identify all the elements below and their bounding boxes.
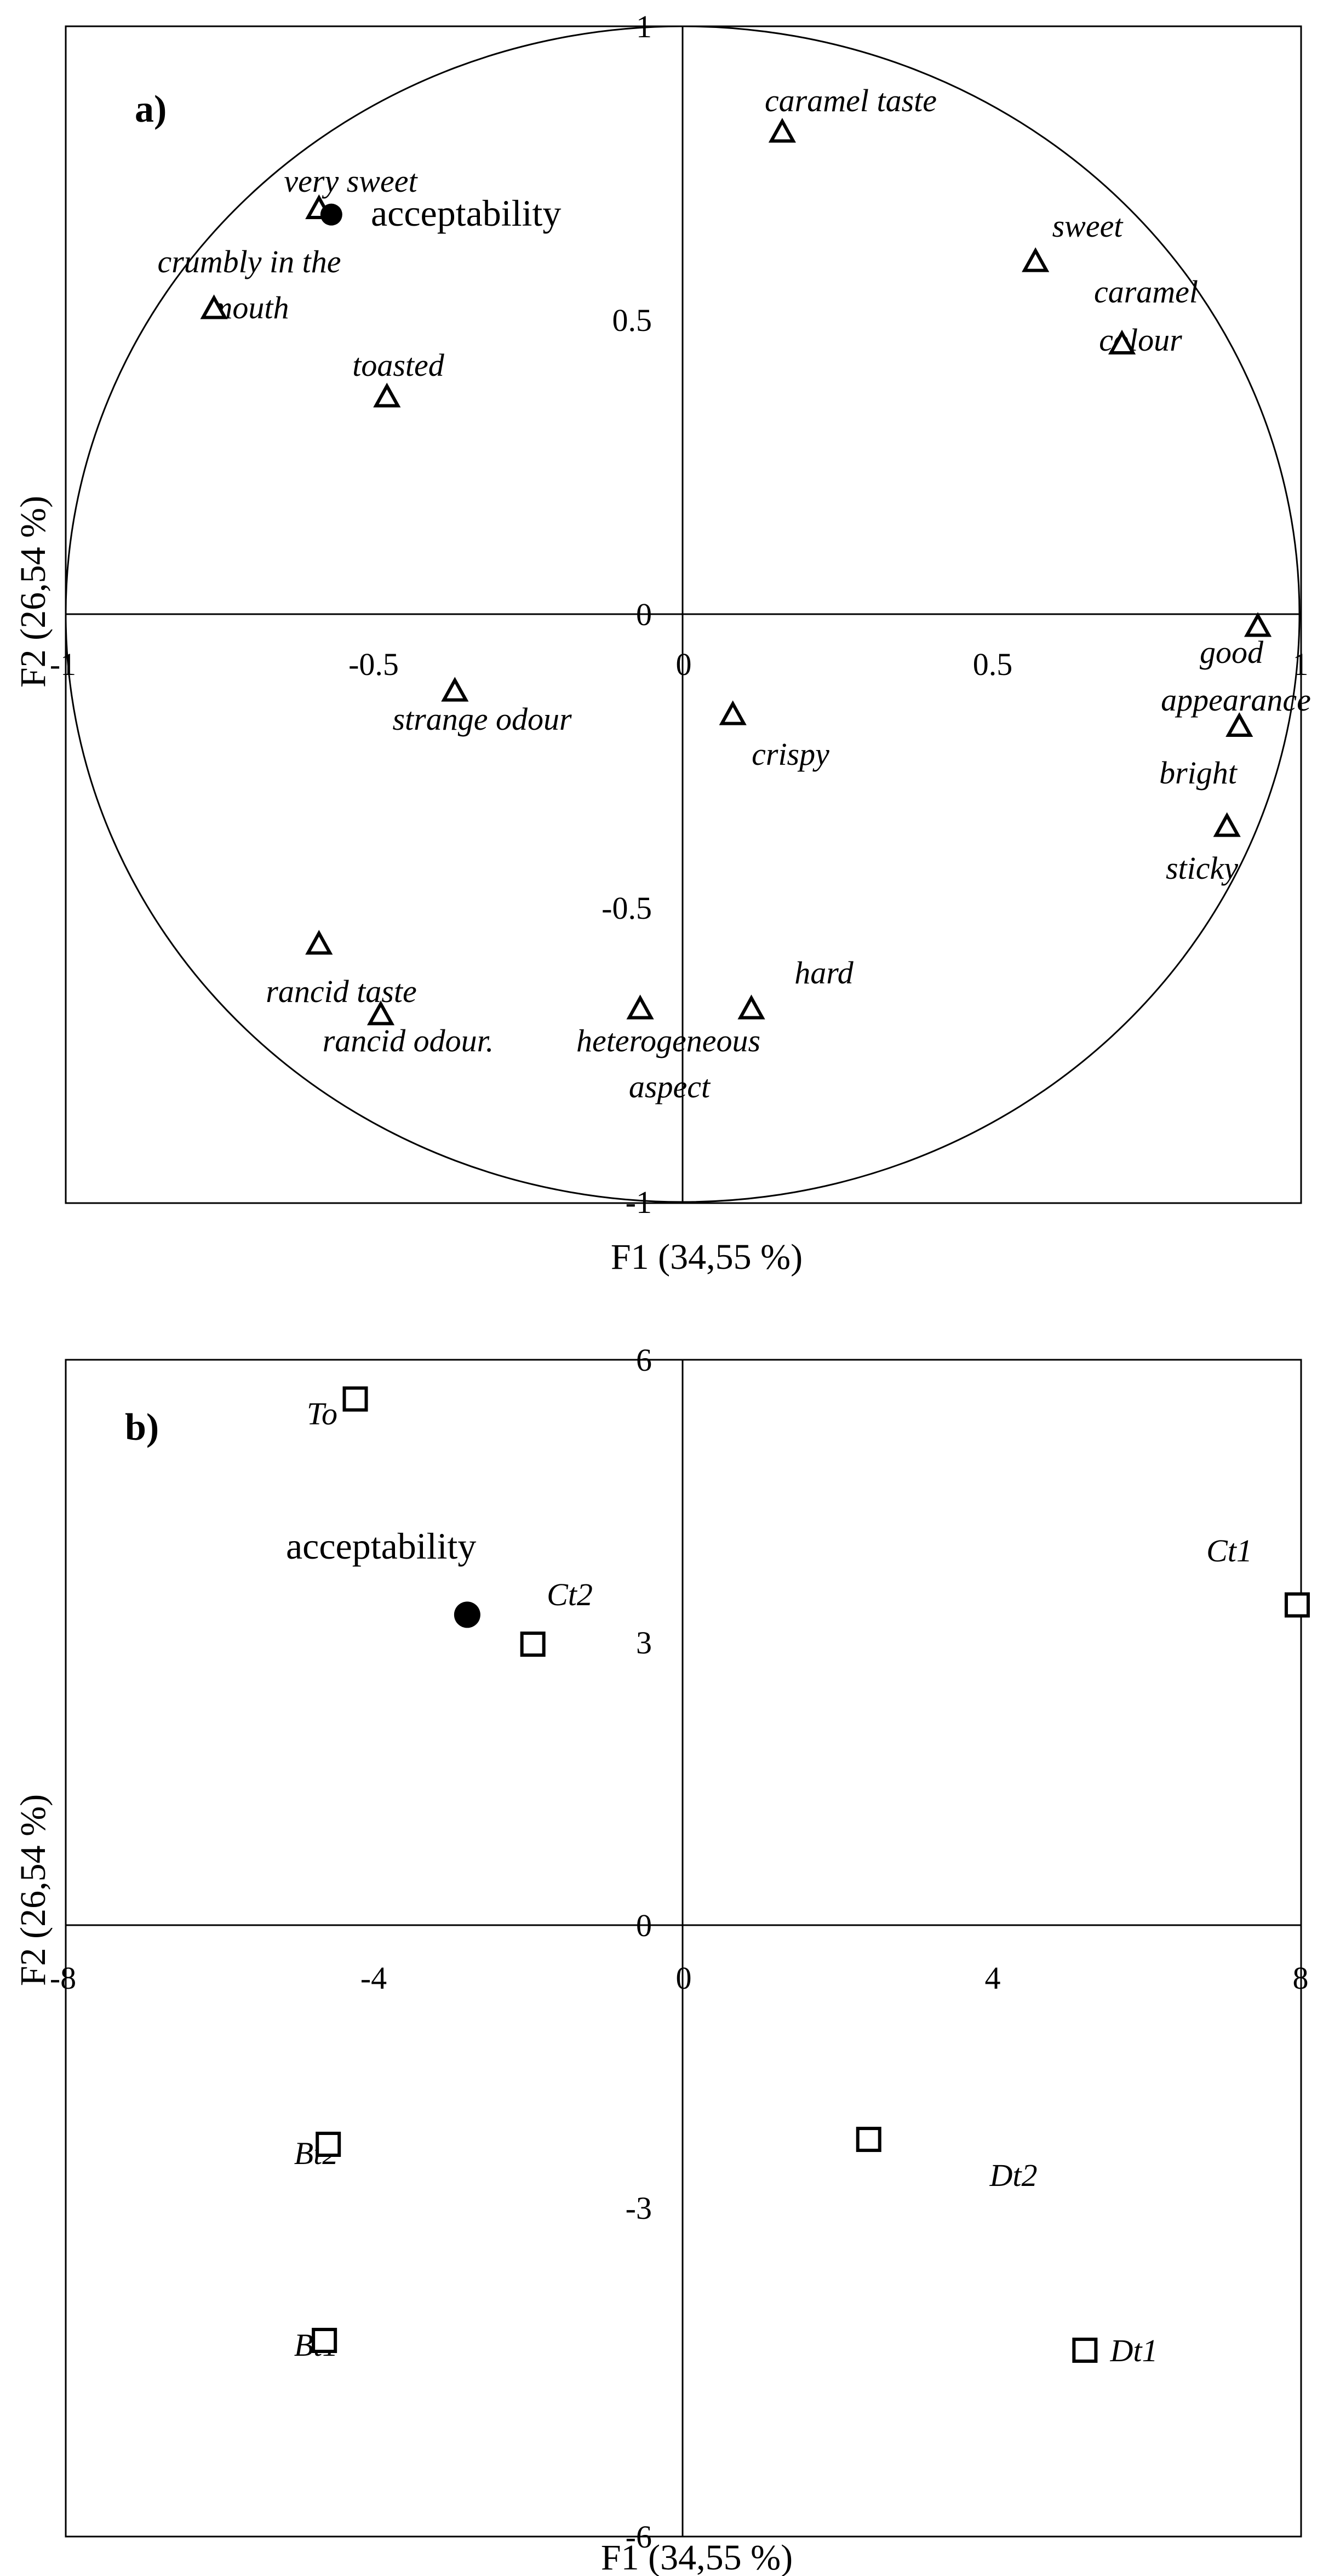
panel-a-triangle-marker: [366, 1000, 395, 1026]
panel-a-point-label: crispy: [752, 736, 829, 772]
panel-a-acceptability-label: acceptability: [371, 192, 561, 234]
panel-a-point-label: mouth: [210, 290, 289, 325]
panel-a-point-label: hard: [794, 955, 854, 991]
panel-a-point-label: aspect: [629, 1069, 711, 1104]
panel-a-x-tick-label: -0.5: [348, 646, 399, 682]
panel-b-x-tick-label: -4: [360, 1960, 387, 1996]
panel-b-square-marker: [1072, 2337, 1098, 2363]
panel-a-markers: [200, 118, 1272, 1026]
panel-b-y-axis-title: F2 (26,54 %): [13, 1794, 53, 1986]
panel-a-correlation-circle: a) -1 -0.5 0 0.5 1 1 0.5 0 -0.5 -1 F1 (3…: [13, 9, 1311, 1277]
panel-b-point-label: Dt1: [1110, 2333, 1158, 2368]
panel-a-point-label: very sweet: [284, 163, 418, 199]
panel-a-triangle-marker: [200, 294, 228, 319]
panel-b-y-tick-label: -6: [626, 2519, 652, 2555]
panel-a-triangle-marker: [626, 994, 654, 1020]
panel-b-x-tick-label: 8: [1293, 1960, 1309, 1996]
panel-a-point-label: bright: [1159, 755, 1238, 791]
panel-b-square-marker: [1284, 1592, 1310, 1618]
panel-a-triangle-marker: [1108, 329, 1136, 354]
panel-a-x-tick-label: 0.5: [973, 646, 1013, 682]
panel-b-observations: b) -8 -4 0 4 8 6 3 0 -3 -6 F1 (34,55 %) …: [13, 1342, 1310, 2576]
panel-b-square-marker: [856, 2127, 881, 2153]
panel-a-point-label: appearance: [1161, 682, 1311, 718]
panel-b-point-label: Ct2: [547, 1577, 593, 1612]
panel-b-y-tick-label: 3: [636, 1625, 652, 1661]
panel-b-square-marker: [316, 2132, 341, 2157]
panel-a-point-label: sticky: [1166, 850, 1238, 886]
panel-a-x-tick-label: 1: [1293, 646, 1309, 682]
panel-a-label: a): [135, 88, 167, 130]
panel-b-x-tick-label: -8: [50, 1960, 76, 1996]
panel-b-acceptability-label: acceptability: [286, 1525, 476, 1567]
panel-a-point-label: rancid odour.: [323, 1023, 494, 1058]
panel-a-triangle-marker: [1244, 612, 1272, 637]
panel-a-acceptability-marker: [320, 203, 342, 226]
panel-a-point-label: sweet: [1052, 208, 1124, 244]
panel-a-point-label: heterogeneous: [576, 1023, 760, 1058]
panel-b-point-label: Dt2: [989, 2157, 1038, 2193]
panel-a-triangle-marker: [719, 700, 747, 725]
panel-a-x-tick-label: 0: [676, 646, 692, 682]
panel-b-square-marker: [520, 1632, 546, 1657]
panel-a-x-axis-title: F1 (34,55 %): [611, 1237, 803, 1277]
panel-a-triangle-marker: [1225, 712, 1253, 737]
panel-a-y-axis-title: F2 (26,54 %): [13, 496, 53, 688]
panel-a-triangle-marker: [768, 118, 796, 143]
panel-a-x-tick-label: -1: [50, 646, 76, 682]
panel-a-y-tick-label: 1: [636, 9, 652, 44]
panel-b-y-tick-label: -3: [626, 2190, 652, 2226]
panel-a-triangle-marker: [1213, 812, 1241, 837]
panel-a-triangle-marker: [305, 930, 333, 955]
panel-a-triangle-marker: [737, 994, 765, 1020]
panel-a-y-tick-label: -0.5: [602, 890, 652, 926]
panel-b-x-tick-label: 4: [985, 1960, 1001, 1996]
panel-b-point-label: To: [307, 1396, 337, 1432]
panel-b-acceptability-marker: [454, 1601, 480, 1628]
panel-b-label: b): [125, 1406, 159, 1449]
panel-a-y-tick-label: -1: [626, 1184, 652, 1220]
panel-a-y-tick-label: 0.5: [612, 302, 652, 338]
panel-a-point-label: strange odour: [392, 701, 572, 737]
panel-b-x-axis-title: F1 (34,55 %): [601, 2538, 793, 2576]
panel-a-y-tick-label: 0: [636, 597, 652, 632]
panel-a-triangle-marker: [1022, 247, 1050, 272]
panel-a-point-label: caramel: [1094, 274, 1198, 310]
panel-a-triangle-marker: [373, 382, 401, 408]
panel-b-square-marker: [342, 1386, 368, 1412]
panel-a-point-label: rancid taste: [266, 974, 416, 1009]
panel-a-triangle-marker: [441, 677, 469, 702]
panel-a-point-label: good: [1200, 634, 1264, 670]
panel-a-point-label: caramel taste: [765, 83, 937, 118]
panel-b-markers: [312, 1386, 1310, 2363]
panel-b-x-tick-label: 0: [676, 1960, 692, 1996]
panel-b-y-tick-label: 0: [636, 1908, 652, 1943]
panel-b-y-tick-label: 6: [636, 1342, 652, 1378]
panel-b-point-label: Ct1: [1206, 1533, 1252, 1569]
panel-b-square-marker: [312, 2328, 337, 2353]
panel-a-point-label: toasted: [352, 347, 445, 383]
panel-a-point-label: crumbly in the: [157, 244, 341, 279]
